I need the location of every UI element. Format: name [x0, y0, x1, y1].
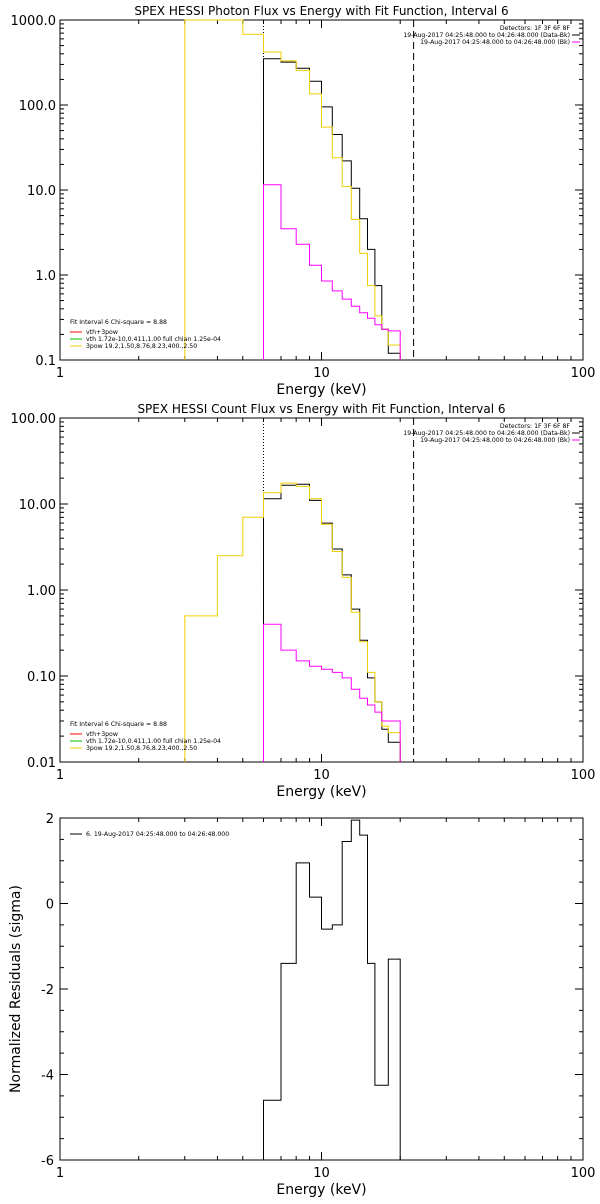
y-tick-label: 2	[46, 812, 54, 827]
y-tick-label: 10.00	[19, 498, 56, 513]
x-tick-label: 100	[571, 366, 596, 381]
legend-top-text: 19-Aug-2017 04:25:48.000 to 04:26:48.000…	[420, 39, 570, 46]
x-tick-label: 10	[313, 366, 330, 381]
series-nonthermal	[263, 623, 401, 762]
x-tick-label: 10	[313, 1166, 330, 1181]
series-total	[184, 482, 401, 762]
y-tick-label: 100.0	[19, 99, 56, 114]
y-tick-label: 1.0	[35, 269, 56, 284]
y-tick-label: 100.00	[11, 412, 57, 427]
legend-bottom-text: Fit Interval 6 Chi-square = 8.88	[70, 721, 167, 728]
x-tick-label: 10	[313, 768, 330, 783]
y-tick-label: 0.10	[27, 670, 56, 685]
x-tick-label: 100	[571, 768, 596, 783]
legend-top-text: 19-Aug-2017 04:25:48.000 to 04:26:48.000…	[420, 437, 570, 444]
legend-top-text: 19-Aug-2017 04:25:48.000 to 04:26:48.000…	[403, 430, 570, 437]
chart-title: SPEX HESSI Count Flux vs Energy with Fit…	[137, 402, 505, 416]
legend-top-text: Detectors: 1F 3F 6F 8F	[500, 25, 571, 32]
y-tick-label: 1000.0	[11, 14, 57, 29]
panel-3: 1 10 100 Energy (keV) -6 -4 -2 0 2 Normalized Res…	[8, 812, 595, 1198]
y-axis-label: Normalized Residuals (sigma)	[8, 885, 24, 1093]
x-tick-label: 1	[56, 1166, 64, 1181]
plot-frame	[59, 19, 584, 361]
x-tick-label: 100	[571, 1166, 596, 1181]
y-tick-label: 0.01	[27, 756, 56, 771]
series-data	[263, 819, 414, 1161]
legend-top-text: 19-Aug-2017 04:25:48.000 to 04:26:48.000…	[403, 32, 570, 39]
legend-text: 6. 19-Aug-2017 04:25:48.000 to 04:26:48.…	[86, 831, 229, 838]
legend-bottom-text: vth+3pow	[86, 731, 118, 738]
x-axis-label: Energy (keV)	[276, 784, 366, 800]
legend-top-text: Detectors: 1F 3F 6F 8F	[500, 423, 571, 430]
series-data	[263, 58, 401, 360]
x-axis-label: Energy (keV)	[276, 382, 366, 398]
legend-bottom-text: Fit Interval 6 Chi-square = 8.88	[70, 319, 167, 326]
panel-2: SPEX HESSI Count Flux vs Energy with Fit…	[11, 402, 596, 800]
panel-1: SPEX HESSI Photon Flux vs Energy with Fi…	[11, 4, 596, 398]
legend-bottom-text: 3pow 19.2,1.50,8.76,8.23,400.,2.50	[86, 745, 197, 752]
y-tick-label: 0.1	[35, 354, 56, 369]
legend-bottom-text: vth+3pow	[86, 329, 118, 336]
y-tick-label: 0	[46, 898, 54, 913]
legend-bottom-text: 3pow 19.2,1.50,8.76,8.23,400.,2.50	[86, 343, 197, 350]
legend-bottom-text: vth 1.72e-10,0.411,1.00 full chian 1.25e…	[86, 336, 221, 343]
chart-title: SPEX HESSI Photon Flux vs Energy with Fi…	[134, 4, 508, 18]
y-tick-label: -6	[41, 1154, 54, 1169]
x-tick-label: 1	[56, 366, 64, 381]
x-axis-label: Energy (keV)	[276, 1182, 366, 1198]
x-tick-label: 1	[56, 768, 64, 783]
legend-bottom-text: vth 1.72e-10,0.411,1.00 full chian 1.25e…	[86, 738, 221, 745]
series-nonthermal	[263, 184, 401, 360]
y-tick-label: 1.00	[27, 584, 56, 599]
y-tick-label: -4	[41, 1069, 54, 1084]
plot-frame	[59, 417, 584, 763]
series-total	[184, 19, 401, 360]
plot-frame	[59, 817, 584, 1161]
y-tick-label: 10.0	[27, 184, 56, 199]
y-tick-label: -2	[41, 983, 54, 998]
